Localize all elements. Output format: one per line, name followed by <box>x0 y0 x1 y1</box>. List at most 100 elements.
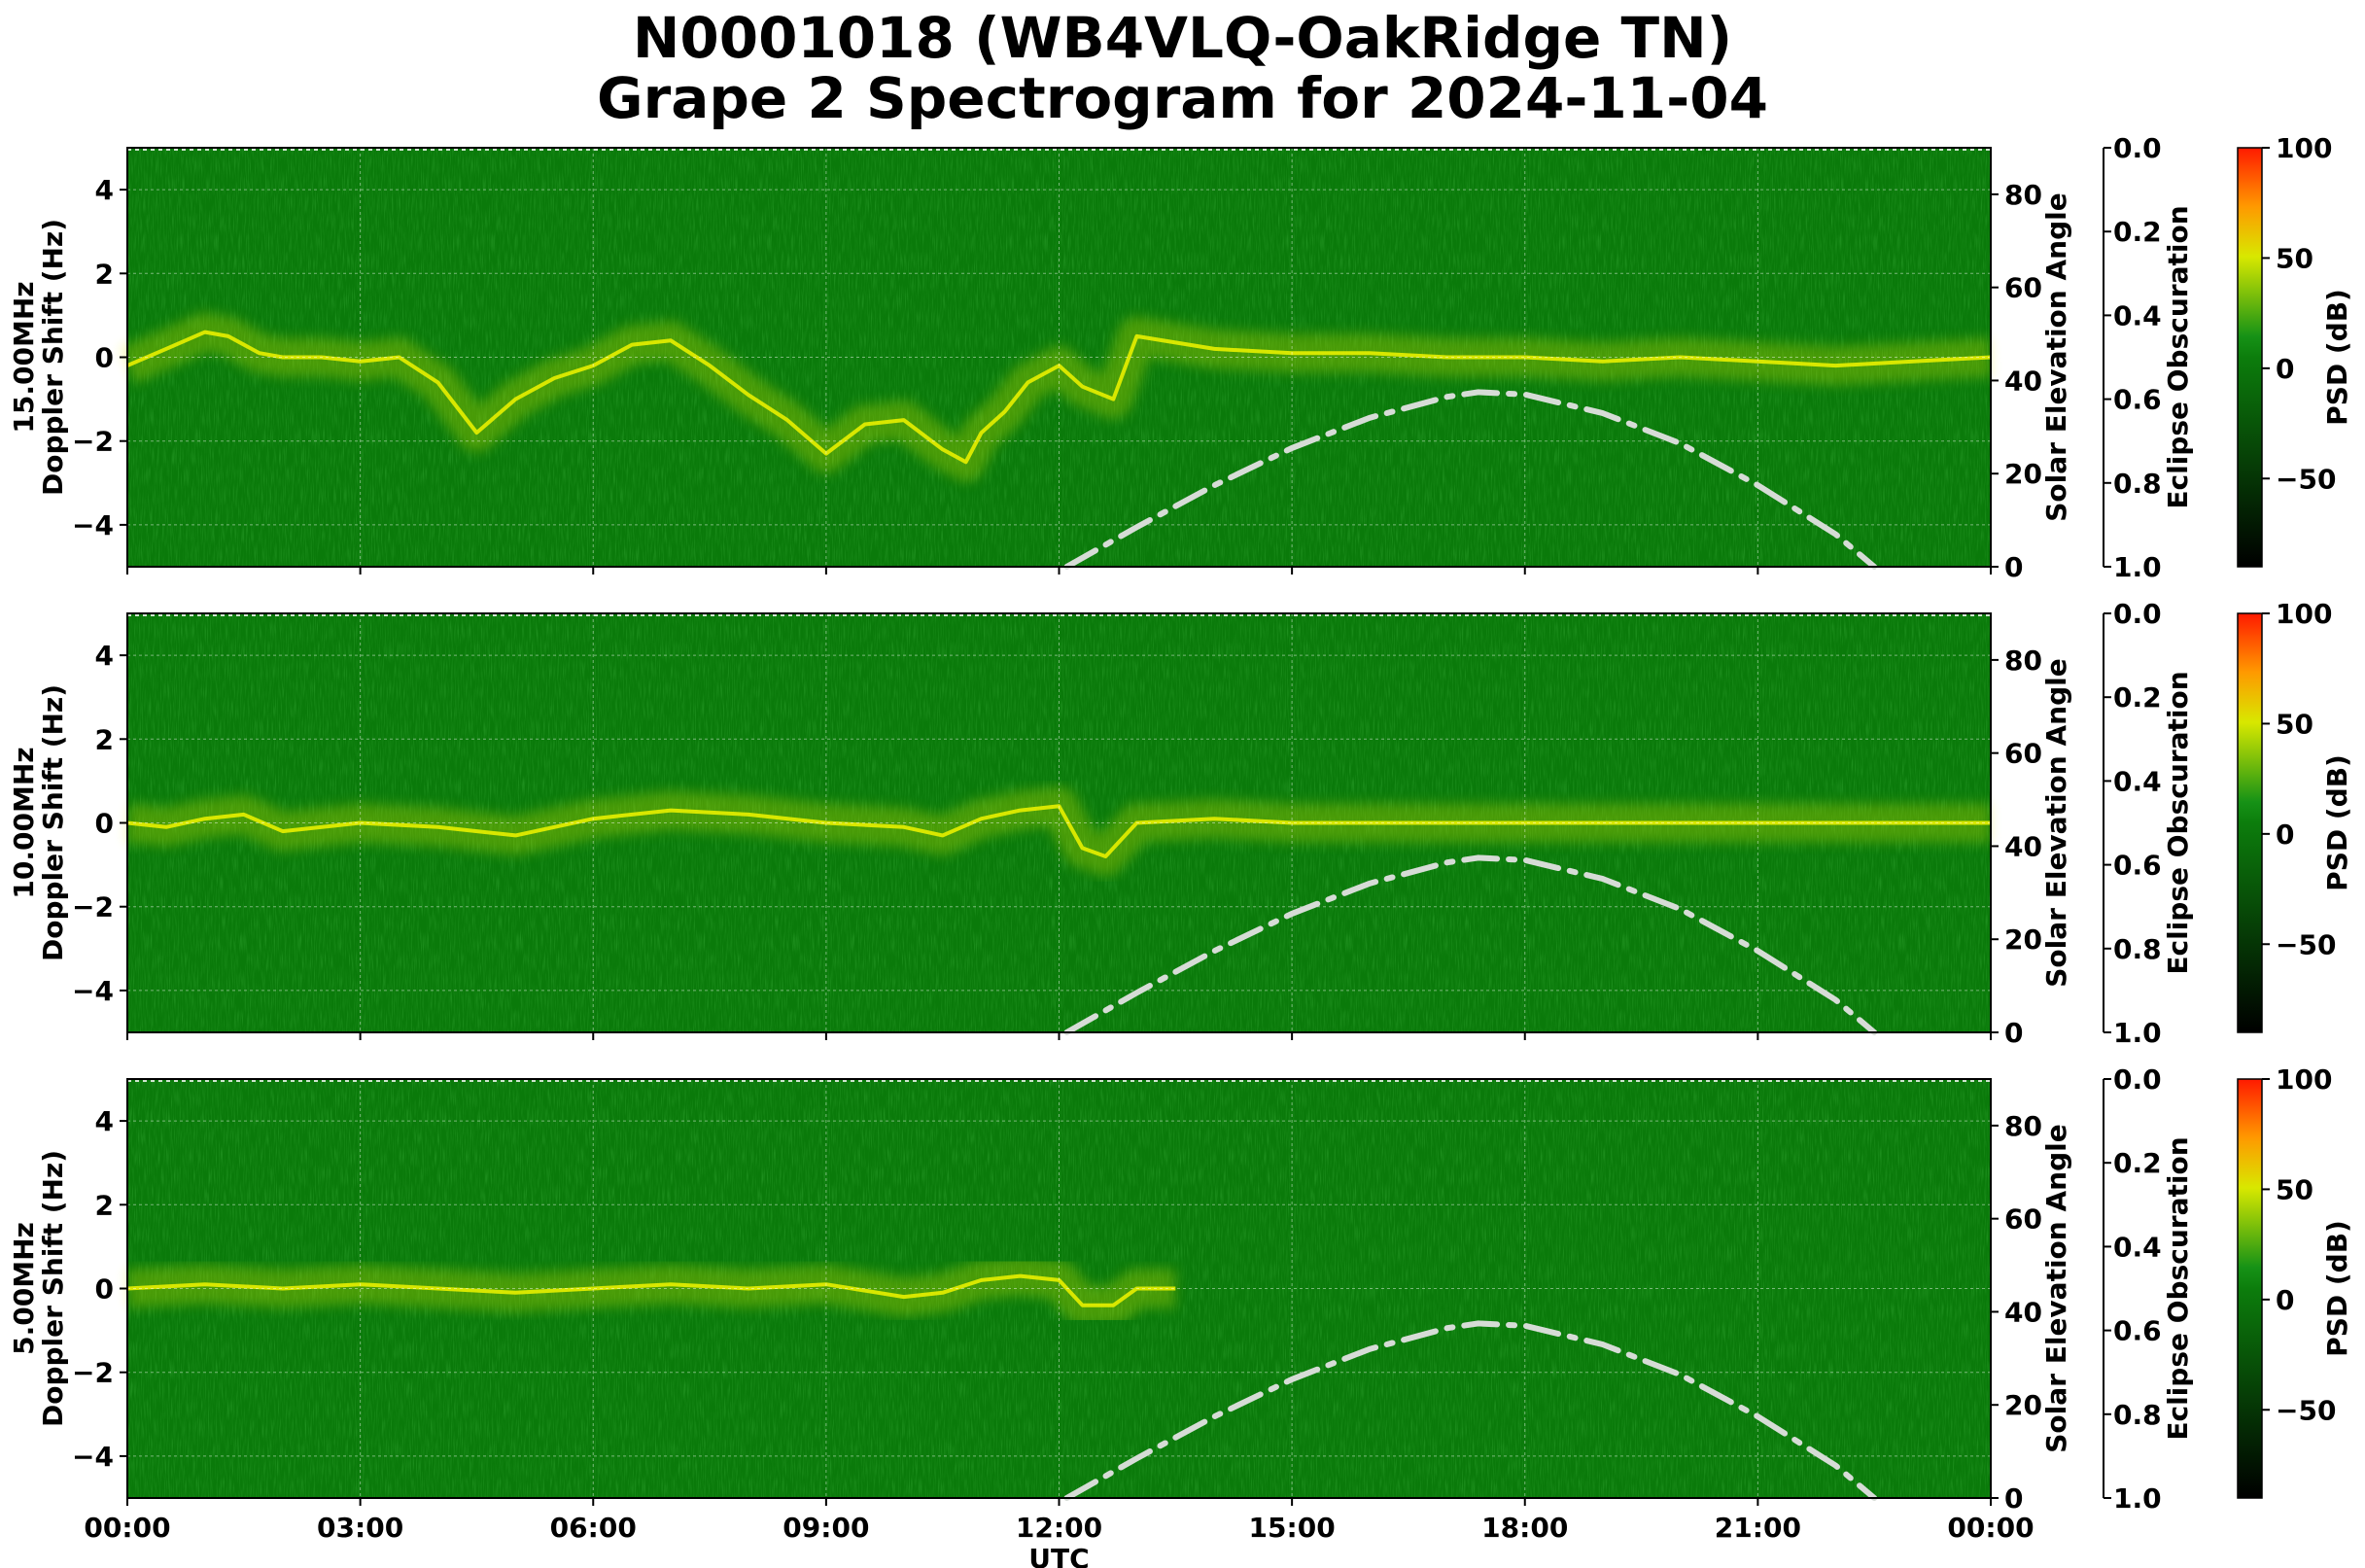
x-tick-label: 03:00 <box>317 1512 403 1544</box>
eclipse-tick-label: 1.0 <box>2113 551 2162 583</box>
x-axis-label: UTC <box>1028 1543 1089 1568</box>
eclipse-tick-label: 0.6 <box>2113 850 2162 882</box>
elevation-tick-label: 60 <box>2004 1203 2042 1236</box>
doppler-axis-label: Doppler Shift (Hz) <box>37 219 69 496</box>
y-tick-label: −4 <box>72 975 114 1007</box>
y-tick-label: −2 <box>72 891 114 923</box>
chart-title-line1: N0001018 (WB4VLQ-OakRidge TN) <box>632 5 1733 71</box>
y-tick-label: 2 <box>95 723 114 755</box>
solar-elevation-axis-label: Solar Elevation Angle <box>2040 192 2072 521</box>
elevation-tick-label: 40 <box>2004 1296 2042 1328</box>
elevation-tick-label: 80 <box>2004 645 2042 677</box>
eclipse-tick-label: 0.4 <box>2113 765 2162 797</box>
colorbar-tick-label: −50 <box>2276 928 2336 960</box>
colorbar-tick-label: 0 <box>2276 353 2294 385</box>
psd-colorbar <box>2237 1078 2263 1499</box>
colorbar-tick-label: 50 <box>2276 708 2313 740</box>
elevation-tick-label: 80 <box>2004 1110 2042 1142</box>
y-tick-label: 4 <box>95 174 114 206</box>
elevation-tick-label: 20 <box>2004 458 2042 490</box>
colorbar-tick-label: 50 <box>2276 242 2313 274</box>
eclipse-tick-label: 0.2 <box>2113 1147 2162 1179</box>
eclipse-tick-label: 0.8 <box>2113 468 2162 500</box>
eclipse-tick-label: 1.0 <box>2113 1482 2162 1515</box>
eclipse-tick-label: 0.6 <box>2113 1315 2162 1347</box>
doppler-axis-label: Doppler Shift (Hz) <box>37 684 69 961</box>
eclipse-tick-label: 0.4 <box>2113 1231 2162 1263</box>
solar-elevation-curve <box>1063 389 1878 570</box>
elevation-tick-label: 60 <box>2004 272 2042 304</box>
y-tick-label: 0 <box>95 808 114 840</box>
eclipse-tick-label: 0.6 <box>2113 384 2162 416</box>
elevation-tick-label: 20 <box>2004 923 2042 956</box>
doppler-trace <box>126 330 1992 465</box>
y-tick-label: −4 <box>72 1441 114 1473</box>
colorbar-tick-label: 50 <box>2276 1173 2313 1205</box>
solar-elevation-axis-label: Solar Elevation Angle <box>2040 658 2072 987</box>
elevation-tick-label: 0 <box>2004 551 2023 583</box>
eclipse-axis-label: Eclipse Obscuration <box>2162 1136 2194 1440</box>
y-tick-label: 2 <box>95 258 114 290</box>
elevation-tick-label: 40 <box>2004 365 2042 397</box>
y-tick-label: 4 <box>95 640 114 672</box>
colorbar-tick-label: −50 <box>2276 1394 2336 1426</box>
colorbar-tick-label: 100 <box>2276 132 2332 164</box>
eclipse-tick-label: 0.2 <box>2113 216 2162 248</box>
colorbar-label: PSD (dB) <box>2321 754 2353 891</box>
x-tick-label: 18:00 <box>1481 1512 1568 1544</box>
elevation-tick-label: 0 <box>2004 1482 2023 1515</box>
eclipse-axis-label: Eclipse Obscuration <box>2162 205 2194 508</box>
y-tick-label: 2 <box>95 1189 114 1221</box>
x-tick-label: 09:00 <box>783 1512 869 1544</box>
chart-title-line2: Grape 2 Spectrogram for 2024-11-04 <box>597 65 1768 131</box>
elevation-tick-label: 40 <box>2004 830 2042 862</box>
colorbar-label: PSD (dB) <box>2321 1220 2353 1357</box>
eclipse-tick-label: 0.0 <box>2113 1063 2162 1096</box>
colorbar-tick-label: 100 <box>2276 1063 2332 1096</box>
doppler-axis-label: Doppler Shift (Hz) <box>37 1150 69 1427</box>
elevation-tick-label: 0 <box>2004 1017 2023 1049</box>
psd-colorbar <box>2237 147 2263 568</box>
solar-elevation-curve <box>1063 854 1878 1035</box>
elevation-tick-label: 20 <box>2004 1389 2042 1421</box>
y-tick-label: 0 <box>95 1273 114 1306</box>
doppler-trace <box>126 1273 1176 1307</box>
eclipse-tick-label: 0.2 <box>2113 681 2162 714</box>
colorbar-label: PSD (dB) <box>2321 289 2353 426</box>
psd-colorbar <box>2237 612 2263 1033</box>
x-tick-label: 06:00 <box>550 1512 637 1544</box>
panel-frequency-label: 5.00MHz <box>8 1222 40 1355</box>
doppler-trace <box>126 804 1991 858</box>
eclipse-tick-label: 0.4 <box>2113 299 2162 331</box>
y-tick-label: −4 <box>72 509 114 541</box>
elevation-tick-label: 80 <box>2004 179 2042 211</box>
x-tick-label: 15:00 <box>1249 1512 1336 1544</box>
colorbar-tick-label: −50 <box>2276 463 2336 495</box>
y-tick-label: −2 <box>72 1357 114 1389</box>
solar-elevation-axis-label: Solar Elevation Angle <box>2040 1124 2072 1452</box>
y-tick-label: 4 <box>95 1105 114 1137</box>
y-tick-label: −2 <box>72 426 114 458</box>
colorbar-tick-label: 0 <box>2276 819 2294 851</box>
x-tick-label: 21:00 <box>1715 1512 1801 1544</box>
eclipse-tick-label: 0.0 <box>2113 132 2162 164</box>
eclipse-tick-label: 0.8 <box>2113 933 2162 965</box>
colorbar-tick-label: 100 <box>2276 598 2332 630</box>
y-tick-label: 0 <box>95 342 114 374</box>
elevation-tick-label: 60 <box>2004 738 2042 770</box>
colorbar-tick-label: 0 <box>2276 1284 2294 1316</box>
eclipse-tick-label: 0.0 <box>2113 598 2162 630</box>
panel-frequency-label: 15.00MHz <box>8 281 40 433</box>
eclipse-axis-label: Eclipse Obscuration <box>2162 671 2194 974</box>
x-tick-label: 00:00 <box>1947 1512 2034 1544</box>
solar-elevation-curve <box>1063 1320 1878 1501</box>
x-tick-label: 12:00 <box>1016 1512 1102 1544</box>
eclipse-tick-label: 0.8 <box>2113 1399 2162 1431</box>
x-tick-label: 00:00 <box>84 1512 170 1544</box>
panel-frequency-label: 10.00MHz <box>8 747 40 898</box>
eclipse-tick-label: 1.0 <box>2113 1017 2162 1049</box>
